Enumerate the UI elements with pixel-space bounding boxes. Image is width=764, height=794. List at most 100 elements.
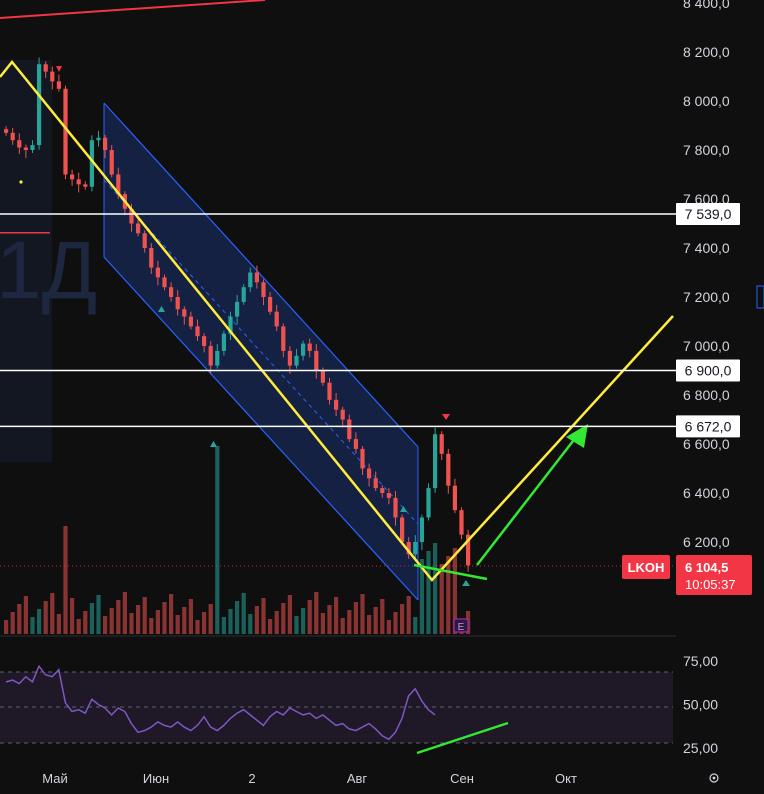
candle-body[interactable] <box>287 350 292 366</box>
candle-body[interactable] <box>393 497 398 518</box>
candles[interactable] <box>4 57 471 572</box>
candle-body[interactable] <box>314 350 319 371</box>
candle-body[interactable] <box>433 434 438 489</box>
candle-body[interactable] <box>63 88 68 175</box>
candle-body[interactable] <box>274 311 279 327</box>
candle-body[interactable] <box>347 419 352 440</box>
candle-body[interactable] <box>466 534 471 566</box>
candle-body[interactable] <box>142 233 147 248</box>
candle-body[interactable] <box>327 382 332 400</box>
candle-body[interactable] <box>228 316 233 334</box>
candle-body[interactable] <box>56 81 61 89</box>
candle-body[interactable] <box>30 145 35 150</box>
channel-lower-line[interactable] <box>103 256 419 601</box>
volume-bar <box>96 595 101 634</box>
candle-body[interactable] <box>360 448 365 469</box>
support-trendline[interactable] <box>413 563 488 581</box>
candle-body[interactable] <box>103 137 108 150</box>
volume-bar <box>89 603 94 634</box>
candle-body[interactable] <box>4 129 9 133</box>
candle-body[interactable] <box>294 355 299 366</box>
volume-bar <box>373 607 378 634</box>
candle-body[interactable] <box>446 453 451 486</box>
candle-body[interactable] <box>70 174 75 180</box>
candle-body[interactable] <box>281 326 286 351</box>
candle-body[interactable] <box>37 64 42 146</box>
candle-body[interactable] <box>261 282 266 297</box>
candle-body[interactable] <box>268 297 273 312</box>
candle-body[interactable] <box>43 64 48 72</box>
candle-body[interactable] <box>248 272 253 288</box>
descending-channel[interactable] <box>103 102 419 601</box>
volume-bar <box>235 601 240 634</box>
candle-body[interactable] <box>89 140 94 187</box>
candle-body[interactable] <box>116 174 121 195</box>
candle-body[interactable] <box>136 223 141 234</box>
candle-body[interactable] <box>367 468 372 479</box>
candle-body[interactable] <box>208 346 213 366</box>
up-arrow-shaft[interactable] <box>476 431 581 566</box>
candle-body[interactable] <box>380 488 385 493</box>
earnings-badge[interactable]: E <box>453 618 469 633</box>
candle-body[interactable] <box>83 184 88 187</box>
candle-body[interactable] <box>254 272 259 283</box>
candle-body[interactable] <box>50 71 55 82</box>
time-axis[interactable]: Май Июн 2 Авг Сен Окт <box>42 771 577 786</box>
interval-watermark: 1Д <box>0 225 97 316</box>
candle-body[interactable] <box>76 179 81 185</box>
candle-body[interactable] <box>426 488 431 518</box>
candle-body[interactable] <box>175 297 180 310</box>
candle-body[interactable] <box>215 350 220 366</box>
horizontal-levels[interactable]: 7 539,0 6 900,0 6 672,0 <box>0 202 740 438</box>
volume-bar <box>320 613 325 634</box>
rsi-pane[interactable]: 75,00 50,00 25,00 <box>0 653 718 756</box>
candle-body[interactable] <box>353 439 358 449</box>
price-axis[interactable]: 8 400,08 200,08 000,07 800,07 600,07 400… <box>683 0 730 550</box>
candle-body[interactable] <box>439 434 444 454</box>
candle-body[interactable] <box>23 147 28 150</box>
scale-handle[interactable] <box>756 285 764 309</box>
candle-body[interactable] <box>400 517 405 543</box>
candle-body[interactable] <box>406 542 411 555</box>
earnings-icon[interactable] <box>453 618 469 633</box>
candle-body[interactable] <box>307 343 312 351</box>
candle-body[interactable] <box>188 316 193 327</box>
candle-body[interactable] <box>182 309 187 317</box>
candle-body[interactable] <box>386 493 391 498</box>
candle-body[interactable] <box>452 485 457 511</box>
channel-upper-line[interactable] <box>103 102 419 448</box>
rsi-divergence-line[interactable] <box>416 721 509 755</box>
volume-bar <box>419 559 424 634</box>
candle-body[interactable] <box>419 517 424 543</box>
candle-body[interactable] <box>162 277 167 288</box>
volume-bar <box>136 605 141 634</box>
candle-body[interactable] <box>241 287 246 302</box>
candle-body[interactable] <box>221 333 226 351</box>
zigzag-projection[interactable] <box>0 60 674 582</box>
candle-body[interactable] <box>334 399 339 410</box>
volume-bar <box>380 599 385 634</box>
settings-gear-icon[interactable] <box>709 773 719 783</box>
candle-body[interactable] <box>109 150 114 175</box>
candle-body[interactable] <box>459 510 464 535</box>
candle-body[interactable] <box>320 370 325 383</box>
candle-body[interactable] <box>373 478 378 489</box>
candle-body[interactable] <box>17 140 22 148</box>
volume-bar <box>122 592 127 634</box>
candle-body[interactable] <box>10 132 15 141</box>
candle-body[interactable] <box>202 336 207 346</box>
candle-body[interactable] <box>340 409 345 420</box>
candle-body[interactable] <box>301 343 306 356</box>
candle-body[interactable] <box>413 542 418 555</box>
rsi-line[interactable] <box>5 664 436 741</box>
candle-body[interactable] <box>169 287 174 297</box>
candle-body[interactable] <box>155 267 160 278</box>
candle-body[interactable] <box>195 326 200 337</box>
candle-body[interactable] <box>235 301 240 317</box>
candle-body[interactable] <box>129 208 134 224</box>
candle-body[interactable] <box>149 248 154 268</box>
green-drawings[interactable] <box>413 424 588 581</box>
candle-body[interactable] <box>96 137 101 141</box>
volume-bar <box>426 551 431 634</box>
